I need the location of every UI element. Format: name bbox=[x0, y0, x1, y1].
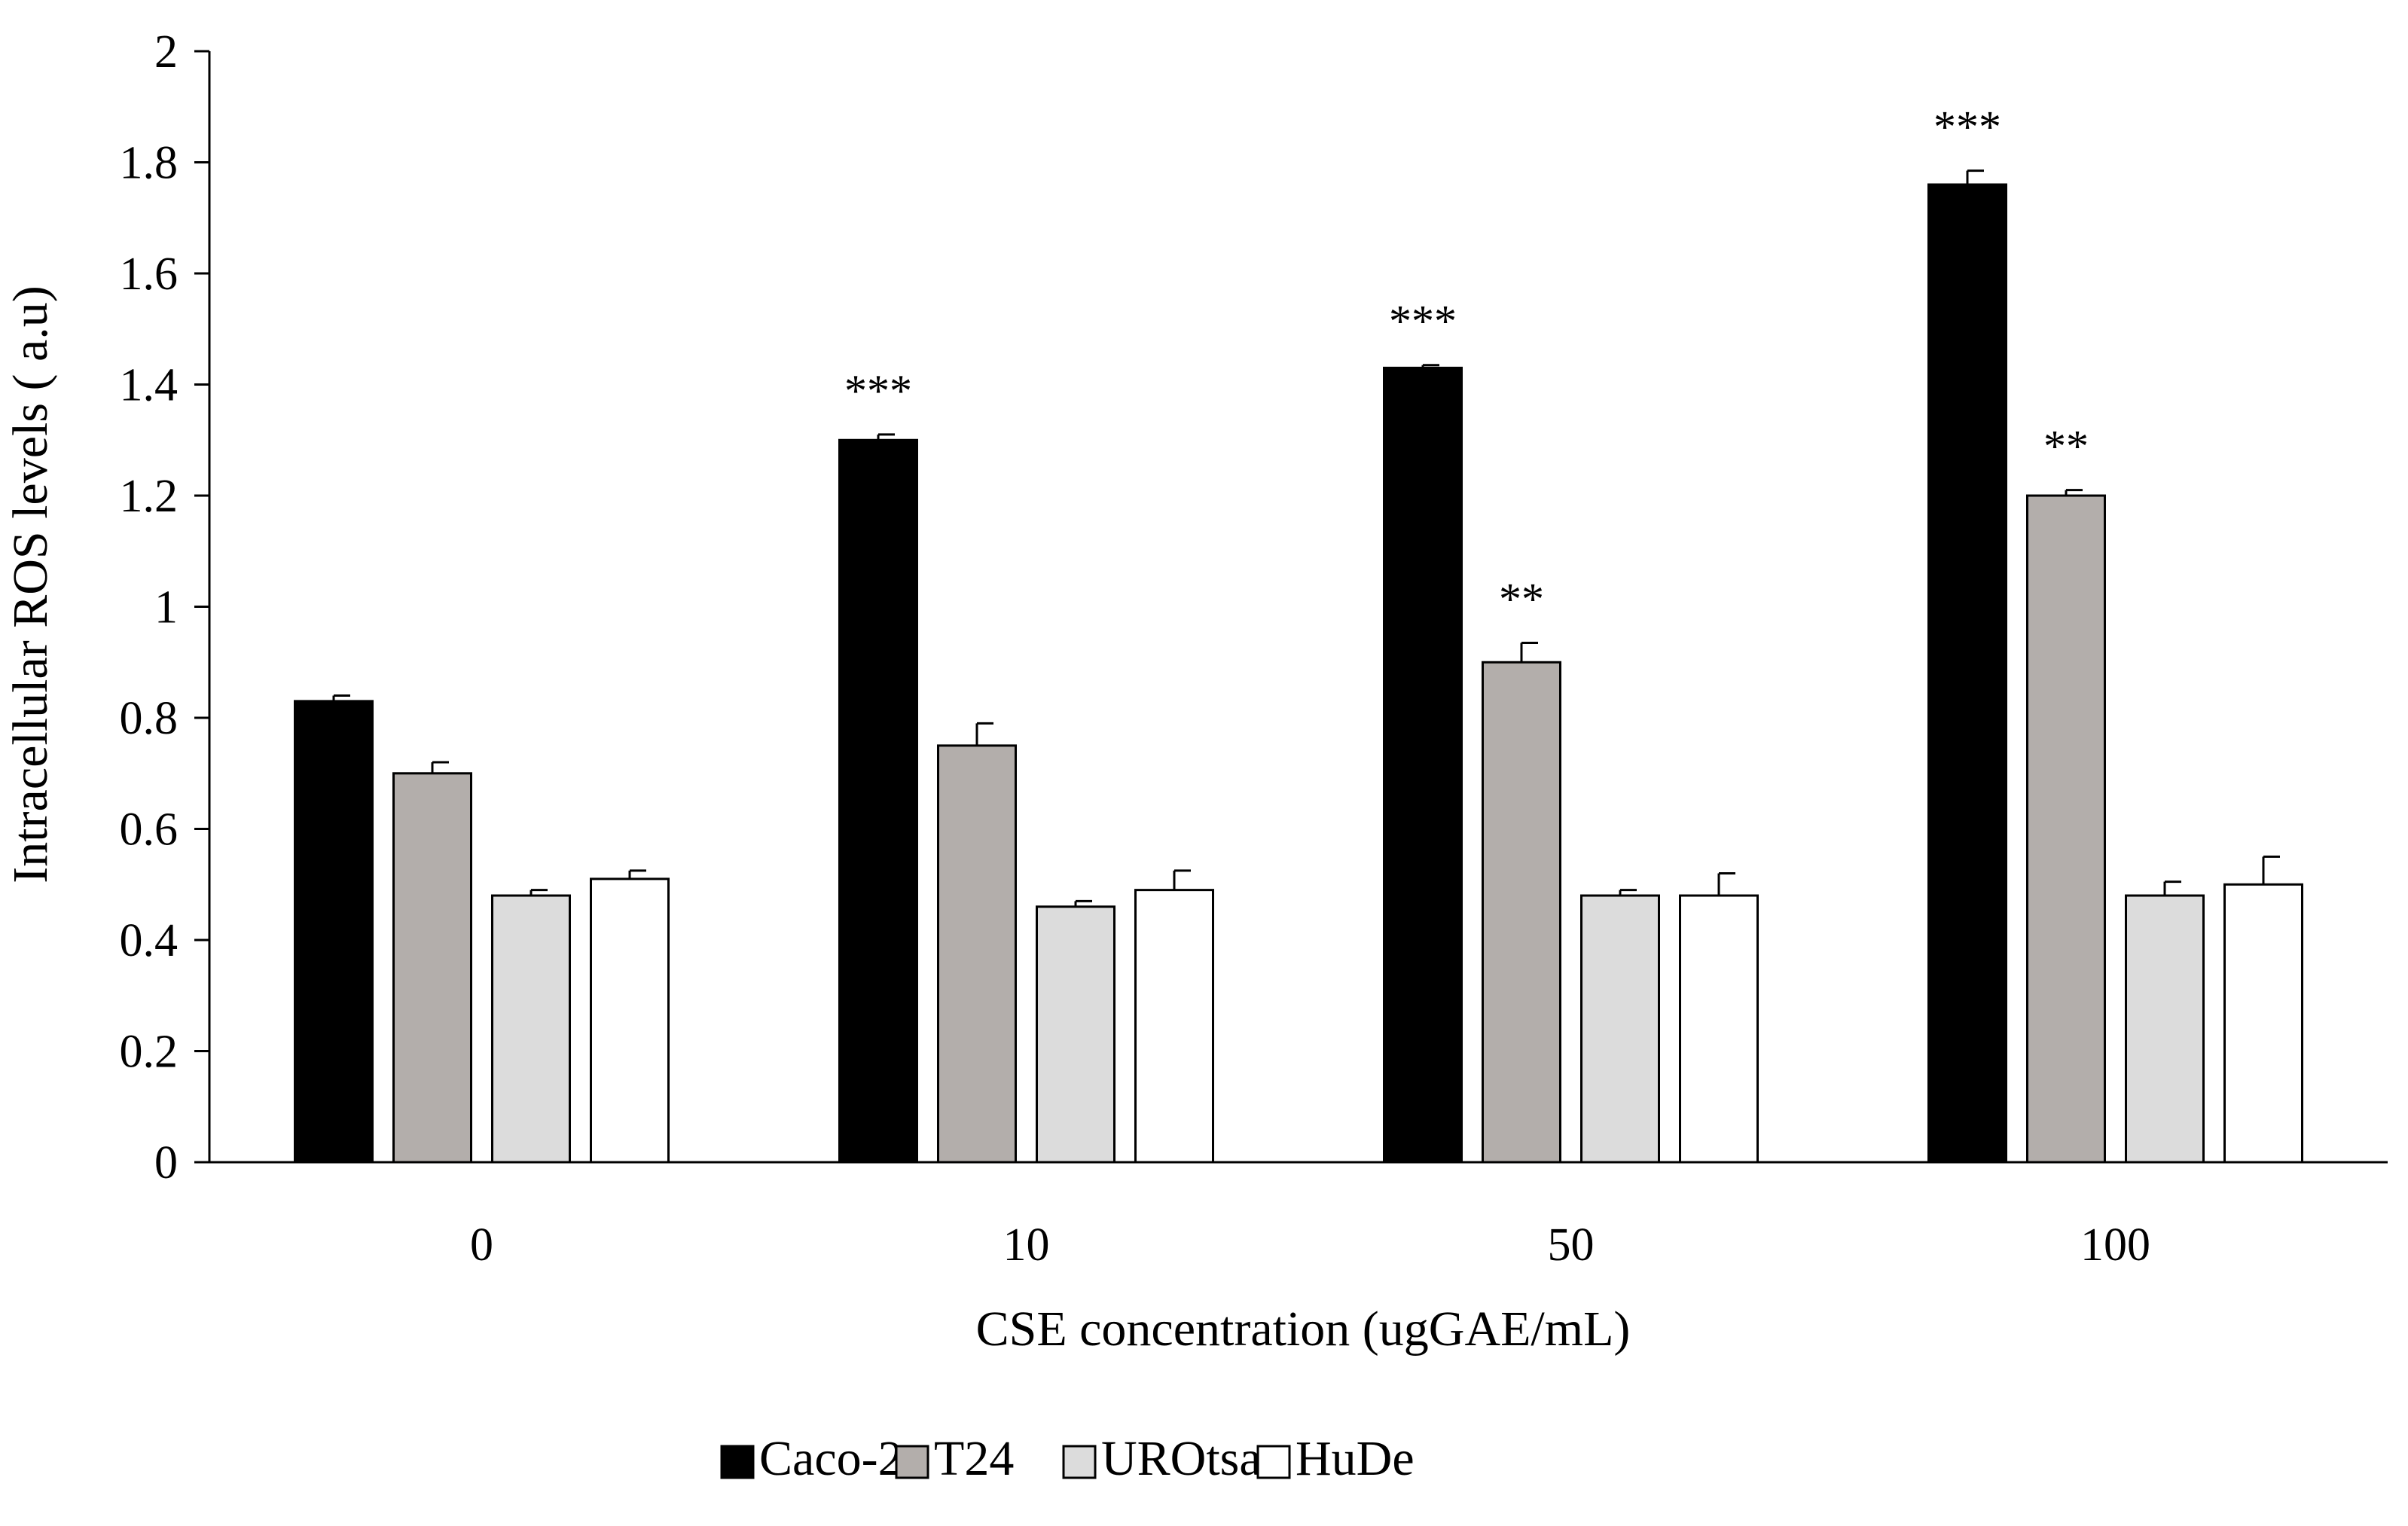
y-tick-label: 1.8 bbox=[120, 138, 179, 189]
y-axis: 0 0.2 0.4 0.6 0.8 1 1.2 1.4 1.6 1.8 2 bbox=[120, 26, 211, 1189]
x-axis: 0 10 50 100 bbox=[209, 1161, 2388, 1271]
bar bbox=[838, 438, 918, 1164]
legend-label: HuDe bbox=[1296, 1431, 1415, 1486]
y-tick-label: 2 bbox=[154, 26, 178, 78]
y-tick-label: 0.8 bbox=[120, 693, 179, 744]
significance-label: ** bbox=[2043, 422, 2089, 472]
x-tick-label: 0 bbox=[470, 1219, 493, 1271]
x-tick-label: 50 bbox=[1548, 1219, 1595, 1271]
y-tick-label: 1.6 bbox=[120, 249, 179, 300]
y-tick-label: 1 bbox=[154, 582, 178, 633]
bar bbox=[1927, 183, 2007, 1164]
x-axis-title: CSE concentration (ugGAE/mL) bbox=[976, 1302, 1631, 1357]
legend-label: T24 bbox=[934, 1431, 1014, 1486]
legend-label: Caco-2 bbox=[759, 1431, 903, 1486]
y-tick-label: 0.2 bbox=[120, 1027, 179, 1078]
y-tick-label: 0.6 bbox=[120, 804, 179, 856]
significance-label: *** bbox=[1933, 102, 2001, 152]
x-tick-label: 100 bbox=[2080, 1219, 2150, 1271]
legend-swatch bbox=[895, 1445, 929, 1479]
x-tick-label: 10 bbox=[1003, 1219, 1050, 1271]
y-axis-title: Intracellular ROS levels ( a.u) bbox=[3, 285, 58, 884]
significance-label: ** bbox=[1499, 574, 1544, 624]
legend-swatch bbox=[1062, 1445, 1097, 1479]
bar bbox=[294, 700, 374, 1164]
y-tick-label: 1.2 bbox=[120, 471, 179, 522]
bars: ************* bbox=[294, 102, 2303, 1164]
y-tick-label: 1.4 bbox=[120, 360, 179, 411]
bar bbox=[2125, 894, 2205, 1164]
legend-swatch bbox=[1256, 1445, 1291, 1479]
bar bbox=[392, 772, 472, 1164]
bar bbox=[491, 894, 571, 1164]
bar bbox=[2026, 494, 2106, 1164]
bar bbox=[1679, 894, 1759, 1164]
bar bbox=[1383, 366, 1463, 1164]
legend: Caco-2 T24 UROtsa HuDe bbox=[720, 1431, 1415, 1486]
legend-label: UROtsa bbox=[1101, 1431, 1262, 1486]
y-tick-label: 0 bbox=[154, 1137, 178, 1189]
bar bbox=[1580, 894, 1660, 1164]
significance-label: *** bbox=[844, 366, 912, 416]
significance-label: *** bbox=[1389, 297, 1457, 346]
bar bbox=[2223, 883, 2303, 1164]
bar bbox=[1134, 889, 1214, 1164]
bar bbox=[1036, 905, 1115, 1164]
legend-swatch bbox=[720, 1445, 755, 1479]
bar bbox=[1482, 661, 1561, 1164]
bar bbox=[937, 744, 1017, 1164]
y-tick-label: 0.4 bbox=[120, 915, 179, 966]
bar bbox=[590, 877, 670, 1164]
